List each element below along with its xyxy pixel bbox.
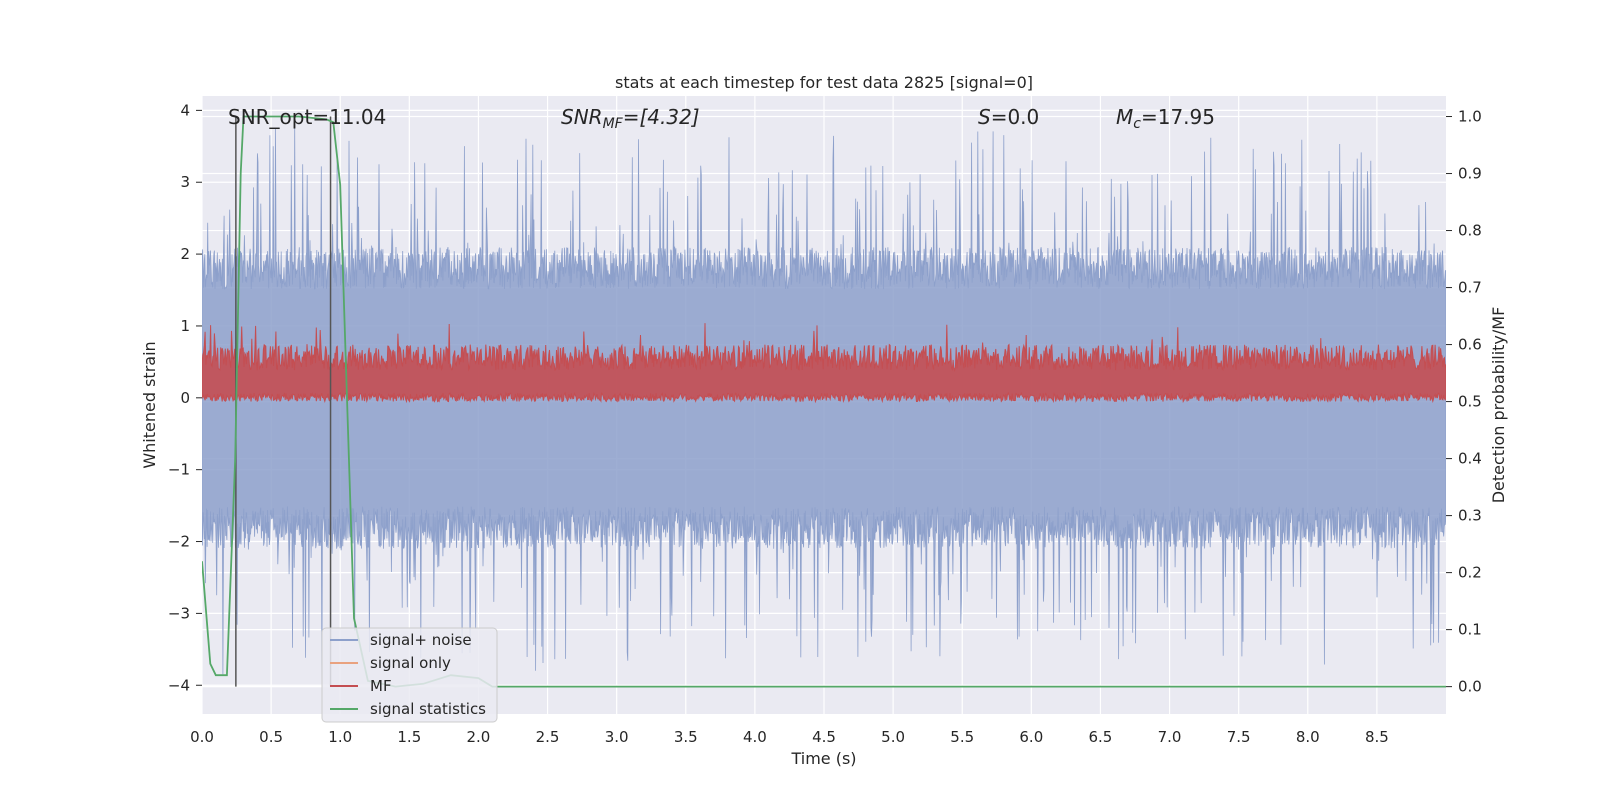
y-tick-label: −2 [168,533,190,551]
x-tick-label: 8.0 [1296,728,1320,746]
x-tick-label: 2.0 [467,728,491,746]
x-tick-label: 1.5 [397,728,421,746]
x-tick-label: 8.5 [1365,728,1389,746]
y2-tick-label: 0.0 [1458,678,1482,696]
annotation-snr-mf-sub: MF [603,116,624,132]
x-tick-label: 6.0 [1019,728,1043,746]
y2-tick-label: 0.9 [1458,165,1482,183]
y-tick-label: −1 [168,461,190,479]
y-tick-label: −3 [168,604,190,622]
annotation-snr-mf-main: SNR [561,105,603,129]
y-tick-label: 2 [180,245,190,263]
y2-tick-label: 0.1 [1458,621,1482,639]
y-tick-labels: 4 3 2 1 0 −1 −2 −3 −4 [168,101,190,694]
x-tick-label: 1.0 [328,728,352,746]
x-tick-label: 3.0 [605,728,629,746]
y-tick-label: 0 [180,389,190,407]
x-tick-label: 3.5 [674,728,698,746]
x-tick-label: 0.5 [259,728,283,746]
x-tick-label: 6.5 [1089,728,1113,746]
y2-tick-label: 0.8 [1458,222,1482,240]
chart-title: stats at each timestep for test data 282… [615,73,1033,92]
x-tick-label: 2.5 [536,728,560,746]
x-tick-label: 5.0 [881,728,905,746]
y2-tick-label: 0.6 [1458,336,1482,354]
y2-tick-label: 1.0 [1458,108,1482,126]
x-tick-label: 7.5 [1227,728,1251,746]
y2-tick-label: 0.7 [1458,279,1482,297]
y2-tick-labels: 1.0 0.9 0.8 0.7 0.6 0.5 0.4 0.3 0.2 0.1 0.0 [1458,108,1482,696]
annotation-snr-mf: SNRMF=[4.32] [561,105,700,132]
y-axis-label: Whitened strain [140,341,159,468]
annotation-snr-mf-value: =[4.32] [623,105,700,129]
legend-label-signal-noise: signal+ noise [370,631,472,649]
y2-tick-label: 0.2 [1458,564,1482,582]
annotation-s-main: S [978,105,991,129]
annotation-mc: Mc=17.95 [1116,105,1215,132]
annotation-mc-main: M [1116,105,1133,129]
y2-tick-label: 0.5 [1458,393,1482,411]
legend-label-signal-statistics: signal statistics [370,700,486,718]
y-tick-label: 1 [180,317,190,335]
x-tick-label: 7.0 [1158,728,1182,746]
x-tick-label: 4.5 [812,728,836,746]
annotation-snr-opt: SNR_opt=11.04 [228,105,386,129]
annotation-mc-sub: c [1133,116,1141,132]
annotation-s: S=0.0 [978,105,1039,129]
annotation-s-value: =0.0 [991,105,1040,129]
x-axis-label: Time (s) [790,749,856,768]
y2-axis-label: Detection probability/MF [1489,307,1508,504]
y-tick-label: −4 [168,676,190,694]
x-tick-label: 4.0 [743,728,767,746]
y-tick-label: 3 [180,173,190,191]
y2-tick-label: 0.4 [1458,450,1482,468]
annotation-mc-value: =17.95 [1141,105,1215,129]
series-mf [202,323,1446,404]
series-signal-noise [202,123,1446,680]
legend-box [321,627,498,723]
legend-label-mf: MF [370,677,392,695]
x-tick-label: 5.5 [950,728,974,746]
legend: signal+ noise signal only MF signal stat… [321,627,498,723]
y-tick-label: 4 [180,101,190,119]
y2-tick-label: 0.3 [1458,507,1482,525]
x-tick-labels: 0.0 0.5 1.0 1.5 2.0 2.5 3.0 3.5 4.0 4.5 5.0 5.5 6.0 6… [190,728,1389,746]
x-tick-label: 0.0 [190,728,214,746]
legend-label-signal-only: signal only [370,654,451,672]
